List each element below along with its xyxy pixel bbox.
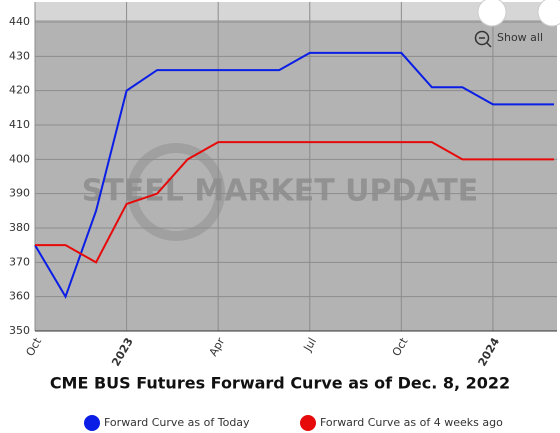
plot-background (35, 2, 557, 331)
navigator (35, 2, 557, 20)
x-tick-label: 2023 (109, 336, 136, 369)
range-handle[interactable] (537, 0, 560, 27)
range-handle[interactable] (477, 0, 507, 27)
x-tick-label: Oct (390, 335, 411, 359)
y-tick-label: 350 (9, 324, 30, 337)
legend-label: Forward Curve as of 4 weeks ago (320, 416, 503, 429)
y-tick-label: 390 (9, 187, 30, 200)
y-tick-label: 410 (9, 118, 30, 131)
legend-marker (300, 415, 316, 431)
watermark: STEEL MARKET UPDATE (82, 174, 479, 209)
x-tick-label: 2024 (476, 335, 503, 368)
y-tick-label: 370 (9, 255, 30, 268)
legend-marker (84, 415, 100, 431)
watermark-logo (127, 143, 225, 241)
chart-title: CME BUS Futures Forward Curve as of Dec.… (50, 374, 510, 393)
x-tick-label: Jul (301, 336, 319, 355)
x-tick-label: Oct (23, 335, 44, 359)
series-line (34, 51, 554, 300)
y-tick-label: 440 (9, 15, 30, 28)
y-tick-label: 430 (9, 49, 30, 62)
series-line (35, 141, 554, 264)
y-tick-label: 420 (9, 84, 30, 97)
x-tick-label: Apr (207, 335, 228, 358)
button-label[interactable]: Show all (497, 31, 543, 44)
y-tick-label: 360 (9, 290, 30, 303)
show-all-button[interactable]: Show all (474, 30, 544, 48)
y-tick-label: 380 (9, 221, 30, 234)
y-tick-label: 400 (9, 152, 30, 165)
legend-label: Forward Curve as of Today (104, 416, 250, 429)
